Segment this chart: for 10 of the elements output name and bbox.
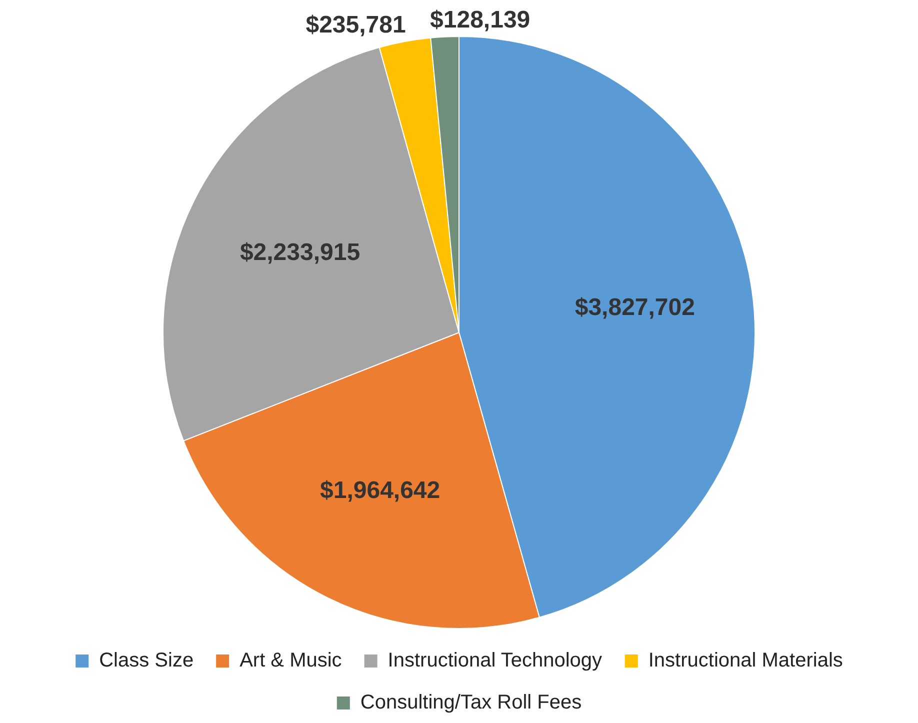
legend-label: Consulting/Tax Roll Fees bbox=[360, 692, 582, 714]
data-label: $235,781 bbox=[306, 11, 406, 38]
legend-label: Art & Music bbox=[240, 650, 342, 672]
legend-label: Instructional Technology bbox=[388, 650, 602, 672]
data-label: $3,827,702 bbox=[574, 294, 695, 321]
legend-label: Class Size bbox=[99, 650, 194, 672]
data-label: $1,964,642 bbox=[320, 477, 440, 504]
data-label: $128,139 bbox=[430, 6, 530, 34]
legend-label: Instructional Materials bbox=[648, 650, 843, 672]
data-label: $2,233,915 bbox=[240, 238, 360, 266]
